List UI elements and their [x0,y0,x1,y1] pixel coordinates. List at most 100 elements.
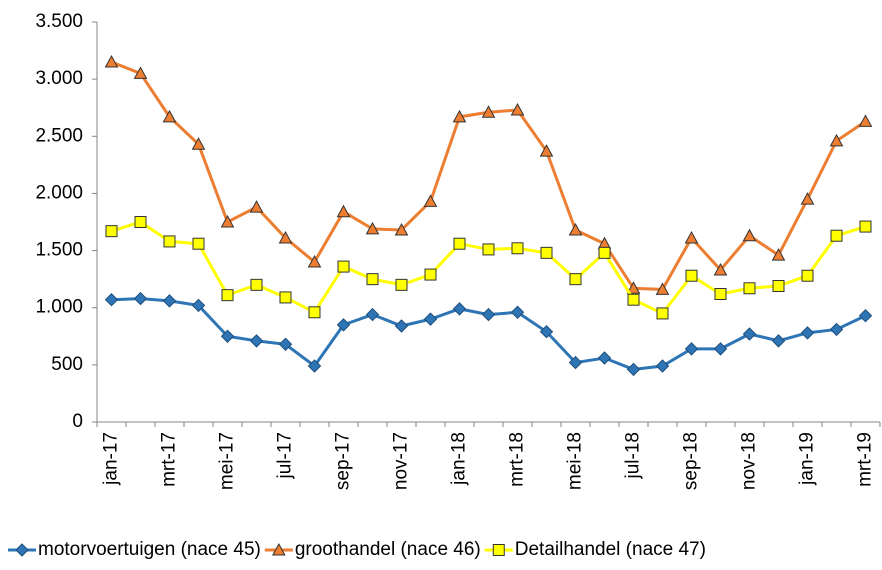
marker [656,307,669,320]
x-tick-label: mei-17 [217,432,238,490]
marker [627,293,640,306]
y-tick-label: 1.000 [35,297,83,318]
marker [655,282,670,295]
marker [830,229,843,242]
y-tick-label: 0 [72,411,83,432]
marker [278,230,293,244]
marker [104,54,119,68]
marker [336,318,351,332]
x-tick-label: nov-18 [739,432,760,490]
marker [307,359,322,373]
marker [540,246,553,259]
marker [713,342,728,356]
x-tick-label: nov-17 [391,432,412,490]
x-tick-label: jan-17 [101,432,122,486]
x-tick-label: jan-18 [449,432,470,486]
marker [134,216,147,228]
marker [249,334,264,348]
marker [829,322,844,337]
marker [308,306,321,319]
y-tick-label: 2.500 [35,125,83,146]
marker [249,200,264,213]
marker [539,325,554,339]
x-tick-label: jul-18 [623,432,644,479]
marker [452,302,467,316]
marker [858,309,873,323]
marker [626,362,641,377]
marker [163,235,176,248]
marker [365,221,380,235]
legend-item: groothandel (nace 46) [264,539,481,560]
marker [365,307,380,322]
marker [859,220,872,233]
marker [801,269,814,282]
marker [771,334,786,348]
marker [278,337,293,351]
legend-label: Detailhandel (nace 47) [515,539,706,560]
x-tick-label: jan-19 [797,432,818,486]
marker [221,289,234,302]
x-tick-label: sep-17 [333,432,354,490]
marker [510,305,525,319]
legend-label: groothandel (nace 46) [295,539,481,560]
marker [162,294,177,308]
marker [279,291,292,304]
marker [104,293,119,307]
legend-item: Detailhandel (nace 47) [484,539,706,560]
marker [162,109,177,123]
marker [510,102,525,116]
marker [307,254,322,268]
marker [424,268,437,281]
marker [539,144,554,157]
legend-item: motorvoertuigen (nace 45) [8,539,261,560]
x-tick-label: sep-18 [681,432,702,490]
marker [336,204,351,218]
marker [191,137,206,150]
x-tick-label: mrt-18 [507,432,528,487]
x-tick-label: mrt-17 [159,432,180,487]
marker [191,298,206,313]
y-tick-label: 1.500 [35,240,83,261]
marker [482,243,495,256]
marker [394,319,409,333]
marker [829,133,844,147]
marker [337,260,350,273]
marker [395,278,408,291]
marker [453,237,466,250]
marker [742,327,757,341]
x-tick-label: mei-18 [565,432,586,490]
marker [423,194,438,207]
marker [394,222,409,236]
marker [192,237,205,250]
marker [568,222,583,236]
marker [800,192,815,205]
y-tick-label: 3.000 [35,68,83,89]
marker [684,230,699,244]
marker [800,326,815,340]
y-tick-label: 500 [51,354,83,375]
marker [685,269,698,282]
marker [568,355,583,370]
marker [105,225,118,238]
marker [858,114,873,127]
marker [423,312,438,326]
legend-label: motorvoertuigen (nace 45) [38,539,261,560]
marker [511,242,524,255]
marker [655,359,670,373]
marker [742,228,757,242]
marker [133,291,148,306]
marker [492,544,505,556]
marker [481,307,496,322]
marker [15,543,29,557]
marker [772,280,785,292]
marker [220,214,235,228]
marker [713,262,728,276]
marker [714,288,727,300]
marker [272,542,286,556]
marker [366,273,379,286]
marker [481,105,496,118]
x-tick-label: mrt-19 [855,432,876,487]
marker [133,66,148,79]
marker [250,278,263,291]
